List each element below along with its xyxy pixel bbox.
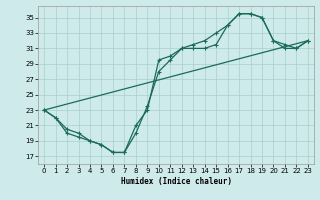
X-axis label: Humidex (Indice chaleur): Humidex (Indice chaleur) [121, 177, 231, 186]
